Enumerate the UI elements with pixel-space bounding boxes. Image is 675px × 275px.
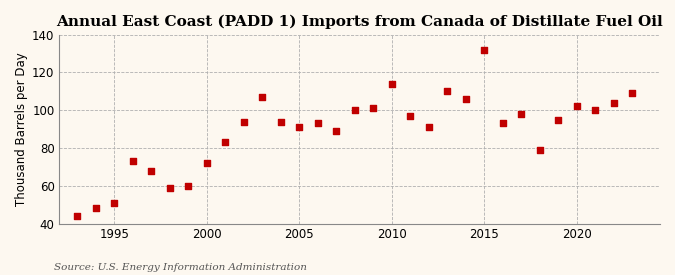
Point — [405, 114, 416, 118]
Point — [553, 117, 564, 122]
Point — [90, 206, 101, 211]
Point — [497, 121, 508, 126]
Point — [423, 125, 434, 130]
Point — [460, 97, 471, 101]
Point — [368, 106, 379, 111]
Point — [146, 169, 157, 173]
Point — [331, 129, 342, 133]
Point — [627, 91, 638, 95]
Point — [313, 121, 323, 126]
Point — [386, 82, 397, 86]
Point — [256, 95, 267, 99]
Y-axis label: Thousand Barrels per Day: Thousand Barrels per Day — [15, 52, 28, 206]
Point — [238, 119, 249, 124]
Title: Annual East Coast (PADD 1) Imports from Canada of Distillate Fuel Oil: Annual East Coast (PADD 1) Imports from … — [56, 15, 663, 29]
Point — [220, 140, 231, 145]
Point — [590, 108, 601, 112]
Text: Source: U.S. Energy Information Administration: Source: U.S. Energy Information Administ… — [54, 263, 307, 272]
Point — [535, 148, 545, 152]
Point — [442, 89, 453, 94]
Point — [164, 186, 175, 190]
Point — [479, 48, 489, 52]
Point — [350, 108, 360, 112]
Point — [128, 159, 138, 163]
Point — [571, 104, 582, 109]
Point — [201, 161, 212, 165]
Point — [275, 119, 286, 124]
Point — [183, 184, 194, 188]
Point — [294, 125, 304, 130]
Point — [109, 200, 119, 205]
Point — [516, 112, 526, 116]
Point — [608, 101, 619, 105]
Point — [72, 214, 82, 218]
